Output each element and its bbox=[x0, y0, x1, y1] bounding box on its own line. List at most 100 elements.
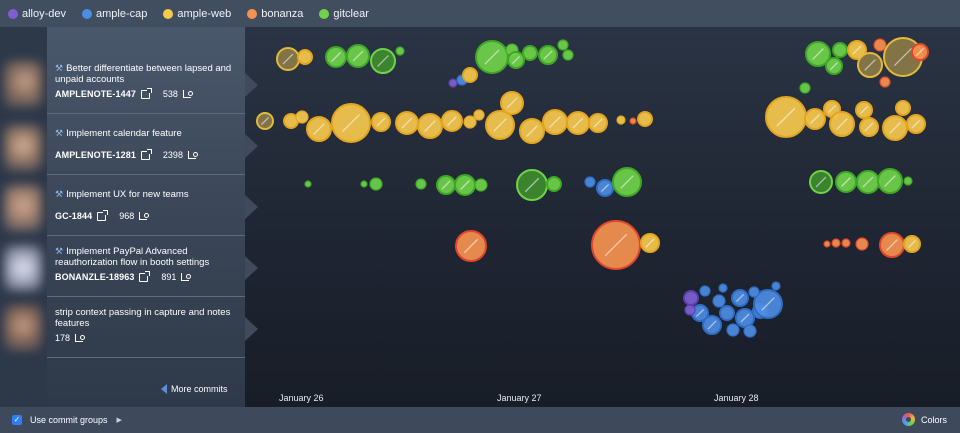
commit-bubble[interactable] bbox=[684, 304, 696, 316]
commit-bubble[interactable] bbox=[295, 110, 309, 124]
line-count: 2398 bbox=[162, 150, 183, 160]
commit-meta: 178 bbox=[55, 333, 86, 343]
colors-button[interactable]: Colors bbox=[901, 413, 947, 426]
external-link-icon[interactable] bbox=[140, 87, 152, 99]
avatar[interactable] bbox=[4, 125, 42, 171]
commit-bubble[interactable] bbox=[879, 76, 891, 88]
commit-bubble[interactable] bbox=[562, 49, 574, 61]
commit-bubble[interactable] bbox=[557, 39, 569, 51]
bubble-slash bbox=[313, 123, 325, 135]
ticket-id: BONANZLE-18963 bbox=[55, 272, 135, 282]
commit-bubble[interactable] bbox=[743, 324, 757, 338]
commit-bubble[interactable] bbox=[637, 111, 653, 127]
commit-groups-checkbox[interactable]: ✓ bbox=[12, 415, 22, 425]
legend-item-ample-web[interactable]: ample-web bbox=[163, 8, 231, 20]
bubble-slash bbox=[695, 308, 705, 318]
legend-item-alloy-dev[interactable]: alloy-dev bbox=[8, 8, 66, 20]
row-pointer bbox=[245, 317, 258, 341]
bubble-slash bbox=[893, 47, 913, 67]
bubble-slash bbox=[511, 55, 521, 65]
commit-bubble[interactable] bbox=[855, 237, 869, 251]
external-link-icon[interactable] bbox=[139, 270, 151, 282]
date-label: January 27 bbox=[497, 393, 542, 403]
commit-bubble[interactable] bbox=[474, 178, 488, 192]
commit-bubble[interactable] bbox=[903, 176, 913, 186]
bubble-slash bbox=[604, 233, 628, 257]
bubble-slash bbox=[572, 117, 584, 129]
chevron-right-icon[interactable]: ▶ bbox=[116, 417, 122, 424]
commit-bubble[interactable] bbox=[448, 78, 458, 88]
commit-bubble[interactable] bbox=[473, 109, 485, 121]
commit-meta: GC-1844 968 bbox=[55, 209, 150, 221]
branch-icon bbox=[139, 212, 150, 220]
bubble-slash bbox=[827, 104, 837, 114]
commit-bubble[interactable] bbox=[726, 323, 740, 337]
repository-legend: alloy-dev ample-cap ample-web bonanza gi… bbox=[0, 0, 960, 27]
bubble-slash bbox=[549, 116, 561, 128]
commit-bubble[interactable] bbox=[415, 178, 427, 190]
avatar[interactable] bbox=[4, 185, 42, 231]
bubble-slash bbox=[889, 122, 901, 134]
bubble-slash bbox=[852, 45, 862, 55]
bubble-slash bbox=[526, 125, 538, 137]
commit-bubble[interactable] bbox=[546, 176, 562, 192]
commit-bubble[interactable] bbox=[823, 240, 831, 248]
commit-timeline-view: ⚒ Better differentiate between lapsed and… bbox=[0, 27, 960, 407]
commit-row[interactable]: strip context passing in capture and not… bbox=[47, 297, 258, 358]
avatar[interactable] bbox=[4, 61, 42, 107]
commit-bubble[interactable] bbox=[360, 180, 368, 188]
legend-item-gitclear[interactable]: gitclear bbox=[319, 8, 369, 20]
legend-item-ample-cap[interactable]: ample-cap bbox=[82, 8, 147, 20]
commit-bubble[interactable] bbox=[799, 82, 811, 94]
bubble-slash bbox=[862, 176, 874, 188]
commit-row[interactable]: ⚒ Implement calendar feature AMPLENOTE-12… bbox=[47, 114, 258, 175]
commit-bubble[interactable] bbox=[699, 285, 711, 297]
commit-bubble[interactable] bbox=[771, 281, 781, 291]
legend-label: ample-cap bbox=[96, 7, 148, 20]
commit-bubble[interactable] bbox=[584, 176, 596, 188]
commit-meta: BONANZLE-18963 891 bbox=[55, 270, 192, 282]
bubble-slash bbox=[460, 180, 470, 190]
row-pointer bbox=[245, 73, 258, 97]
commit-bubble[interactable] bbox=[369, 177, 383, 191]
commit-bubble[interactable] bbox=[629, 117, 637, 125]
commit-bubble[interactable] bbox=[712, 294, 726, 308]
commit-row[interactable]: ⚒ Implement UX for new teams GC-1844 968 bbox=[47, 175, 258, 236]
ticket-id: AMPLENOTE-1447 bbox=[55, 89, 136, 99]
avatar[interactable] bbox=[4, 305, 42, 351]
commit-bubble[interactable] bbox=[616, 115, 626, 125]
commit-title: ⚒ Implement calendar feature bbox=[55, 128, 182, 139]
avatar[interactable] bbox=[4, 245, 42, 291]
commit-bubble[interactable] bbox=[683, 290, 699, 306]
row-pointer bbox=[245, 195, 258, 219]
commit-bubble[interactable] bbox=[719, 305, 735, 321]
commit-bubble[interactable] bbox=[522, 45, 538, 61]
commit-bubble[interactable] bbox=[462, 67, 478, 83]
commit-bubble[interactable] bbox=[304, 180, 312, 188]
legend-item-bonanza[interactable]: bonanza bbox=[247, 8, 303, 20]
commit-bubble[interactable] bbox=[297, 49, 313, 65]
commit-bubble[interactable] bbox=[463, 115, 477, 129]
bubble-slash bbox=[282, 53, 294, 65]
commit-bubble[interactable] bbox=[395, 46, 405, 56]
date-label: January 26 bbox=[279, 393, 324, 403]
commit-row[interactable]: ⚒ Better differentiate between lapsed and… bbox=[47, 53, 258, 114]
commit-title: strip context passing in capture and not… bbox=[55, 307, 231, 329]
commit-row[interactable]: ⚒ Implement PayPal Advanced reauthorizati… bbox=[47, 236, 258, 297]
commit-bubble[interactable] bbox=[895, 100, 911, 116]
legend-label: bonanza bbox=[261, 7, 304, 20]
commit-bubble[interactable] bbox=[841, 238, 851, 248]
commit-bubble[interactable] bbox=[718, 283, 728, 293]
bubble-slash bbox=[377, 55, 389, 67]
legend-dot bbox=[82, 8, 93, 19]
bubble-slash bbox=[524, 177, 540, 193]
more-commits-link[interactable]: More commits bbox=[161, 384, 228, 394]
external-link-icon[interactable] bbox=[140, 148, 152, 160]
commit-bubble[interactable] bbox=[873, 38, 887, 52]
commit-groups-label[interactable]: Use commit groups bbox=[30, 415, 108, 425]
commit-bubble[interactable] bbox=[832, 42, 848, 58]
external-link-icon[interactable] bbox=[97, 209, 109, 221]
commit-bubble[interactable] bbox=[831, 238, 841, 248]
commit-bubble[interactable] bbox=[748, 286, 760, 298]
bubble-slash bbox=[740, 313, 750, 323]
